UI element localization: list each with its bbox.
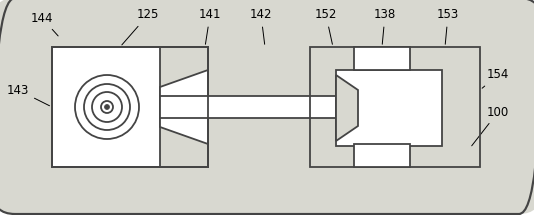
Bar	[160, 47, 208, 167]
Bar	[310, 47, 480, 167]
Text: 153: 153	[437, 9, 459, 44]
Text: 125: 125	[122, 9, 159, 45]
Bar	[336, 70, 442, 146]
Text: 138: 138	[374, 9, 396, 44]
Polygon shape	[336, 75, 358, 141]
Text: 154: 154	[482, 69, 509, 88]
Bar	[52, 47, 208, 167]
Circle shape	[105, 104, 109, 109]
Bar	[160, 96, 360, 118]
Text: 143: 143	[7, 83, 50, 106]
Bar	[354, 144, 410, 167]
Text: 144: 144	[31, 11, 58, 36]
Text: 141: 141	[199, 9, 221, 44]
Bar	[160, 47, 208, 167]
Polygon shape	[160, 70, 208, 144]
Text: 100: 100	[472, 106, 509, 146]
Bar	[52, 47, 208, 167]
Bar	[310, 47, 480, 167]
Text: 152: 152	[315, 9, 337, 44]
Bar	[354, 47, 410, 70]
Text: 142: 142	[250, 9, 272, 44]
